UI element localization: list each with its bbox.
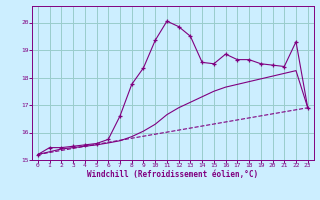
X-axis label: Windchill (Refroidissement éolien,°C): Windchill (Refroidissement éolien,°C) — [87, 170, 258, 179]
